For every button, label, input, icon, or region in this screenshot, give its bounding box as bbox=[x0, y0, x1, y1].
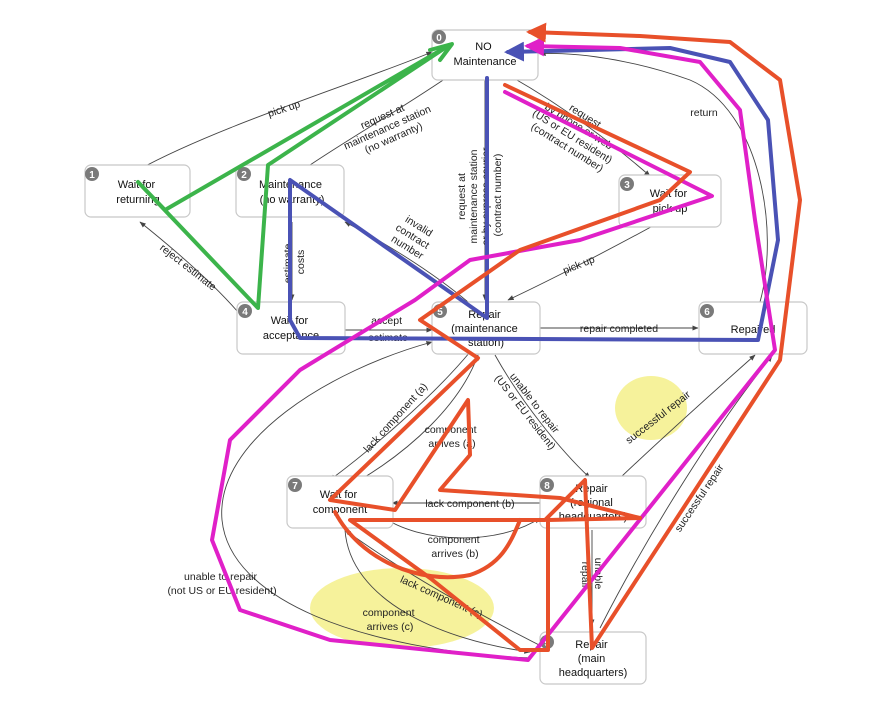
highlight-path-blue bbox=[288, 41, 780, 342]
node-5[interactable]: 5 Repair (maintenance station) bbox=[431, 301, 541, 355]
node-3-badge: 3 bbox=[624, 180, 630, 191]
node-1-badge: 1 bbox=[89, 170, 95, 181]
edge-label-successful-repair-9: successful repair bbox=[673, 462, 727, 534]
edge-label-component-arrives-c: component arrives (c) bbox=[363, 607, 418, 633]
edge-label-unable-repair-us-eu: unable to repair (US or EU resident) bbox=[492, 365, 568, 453]
edge-label-lack-component-a: lack component (a) bbox=[361, 381, 430, 455]
yellow-highlight-successful-repair bbox=[615, 376, 687, 440]
highlight-path-green-arrow bbox=[428, 42, 454, 62]
edge-label-component-arrives-b: component arrives (b) bbox=[428, 534, 483, 560]
edge-label-estimate-costs: estimate costs bbox=[282, 241, 307, 284]
highlight-path-magenta bbox=[210, 36, 777, 662]
node-2-badge: 2 bbox=[241, 170, 247, 181]
node-6[interactable]: 6 Repaired bbox=[698, 301, 808, 355]
node-7-badge: 7 bbox=[292, 481, 298, 492]
edge-label-repair-completed: repair completed bbox=[580, 323, 658, 335]
edges bbox=[137, 50, 773, 659]
yellow-highlight-component-arrives-c bbox=[310, 568, 494, 648]
node-0[interactable]: 0 NO Maintenance bbox=[431, 29, 539, 81]
node-1[interactable]: 1 Wait for returning bbox=[84, 164, 191, 218]
edge-label-reject-estimate: reject estimate bbox=[157, 242, 218, 294]
node-0-label: NO Maintenance bbox=[454, 41, 517, 68]
node-7-label: Wait for component bbox=[313, 489, 367, 516]
highlight-path-green bbox=[136, 44, 450, 310]
edge-label-lack-component-b: lack component (b) bbox=[425, 498, 514, 510]
node-8-badge: 8 bbox=[544, 481, 550, 492]
highlight-path-orange-loop bbox=[333, 510, 522, 580]
node-8-label: Repair (regional headquarters) bbox=[559, 483, 628, 523]
node-5-badge: 5 bbox=[437, 307, 443, 318]
node-8[interactable]: 8 Repair (regional headquarters) bbox=[539, 475, 647, 529]
node-3[interactable]: 3 Wait for pick up bbox=[618, 174, 722, 228]
node-6-badge: 6 bbox=[704, 307, 710, 318]
node-4-badge: 4 bbox=[242, 307, 248, 318]
node-9[interactable]: 9 Repair (main headquarters) bbox=[539, 631, 647, 685]
node-4[interactable]: 4 Wait for acceptance bbox=[236, 301, 346, 355]
edge-label-return: return bbox=[690, 107, 718, 119]
highlight-paths bbox=[136, 22, 802, 662]
highlight-path-orange bbox=[328, 22, 802, 652]
edge-label-pick-up-top: pick up bbox=[266, 98, 302, 120]
edge-label-pick-up-mid: pick up bbox=[561, 253, 596, 277]
node-0-badge: 0 bbox=[436, 33, 442, 44]
edge-label-request-station-courier: request at maintenance station or by exp… bbox=[456, 145, 504, 246]
node-6-label: Repaired bbox=[731, 324, 776, 336]
edge-label-unable-repair-8: unable repair bbox=[579, 558, 604, 592]
edge-label-unable-not-us-eu: unable to repair (not US or EU resident) bbox=[167, 571, 276, 597]
